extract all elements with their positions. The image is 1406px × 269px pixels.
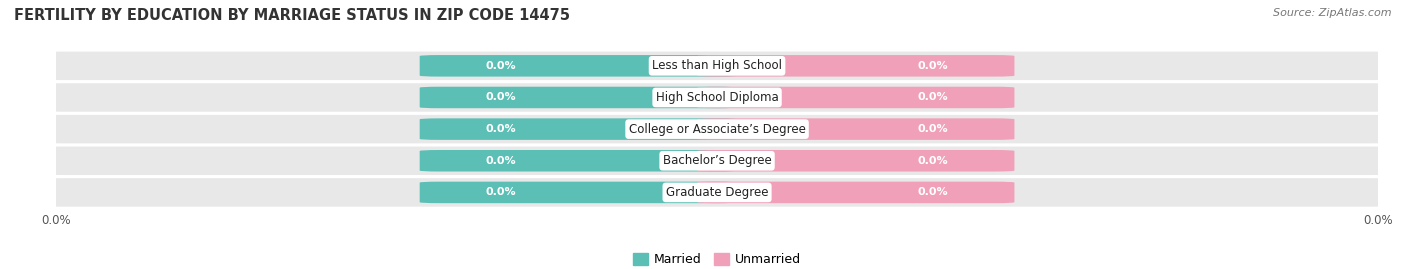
Text: 0.0%: 0.0% bbox=[918, 156, 948, 166]
FancyBboxPatch shape bbox=[697, 55, 1014, 77]
Text: 0.0%: 0.0% bbox=[918, 93, 948, 102]
Text: Source: ZipAtlas.com: Source: ZipAtlas.com bbox=[1274, 8, 1392, 18]
FancyBboxPatch shape bbox=[420, 87, 737, 108]
FancyBboxPatch shape bbox=[37, 147, 1398, 175]
Text: 0.0%: 0.0% bbox=[918, 124, 948, 134]
Text: 0.0%: 0.0% bbox=[918, 61, 948, 71]
FancyBboxPatch shape bbox=[37, 115, 1398, 143]
FancyBboxPatch shape bbox=[37, 52, 1398, 80]
Text: 0.0%: 0.0% bbox=[486, 156, 516, 166]
Text: 0.0%: 0.0% bbox=[486, 187, 516, 197]
Text: 0.0%: 0.0% bbox=[486, 124, 516, 134]
FancyBboxPatch shape bbox=[420, 150, 737, 172]
Text: 0.0%: 0.0% bbox=[486, 93, 516, 102]
FancyBboxPatch shape bbox=[697, 118, 1014, 140]
FancyBboxPatch shape bbox=[420, 55, 737, 77]
FancyBboxPatch shape bbox=[420, 118, 737, 140]
FancyBboxPatch shape bbox=[420, 182, 737, 203]
Text: Less than High School: Less than High School bbox=[652, 59, 782, 72]
Legend: Married, Unmarried: Married, Unmarried bbox=[627, 248, 807, 269]
Text: 0.0%: 0.0% bbox=[486, 61, 516, 71]
Text: 0.0%: 0.0% bbox=[918, 187, 948, 197]
Text: Graduate Degree: Graduate Degree bbox=[666, 186, 768, 199]
Text: High School Diploma: High School Diploma bbox=[655, 91, 779, 104]
FancyBboxPatch shape bbox=[37, 83, 1398, 112]
FancyBboxPatch shape bbox=[697, 87, 1014, 108]
FancyBboxPatch shape bbox=[697, 182, 1014, 203]
FancyBboxPatch shape bbox=[697, 150, 1014, 172]
FancyBboxPatch shape bbox=[37, 178, 1398, 207]
Text: FERTILITY BY EDUCATION BY MARRIAGE STATUS IN ZIP CODE 14475: FERTILITY BY EDUCATION BY MARRIAGE STATU… bbox=[14, 8, 569, 23]
Text: College or Associate’s Degree: College or Associate’s Degree bbox=[628, 123, 806, 136]
Text: Bachelor’s Degree: Bachelor’s Degree bbox=[662, 154, 772, 167]
